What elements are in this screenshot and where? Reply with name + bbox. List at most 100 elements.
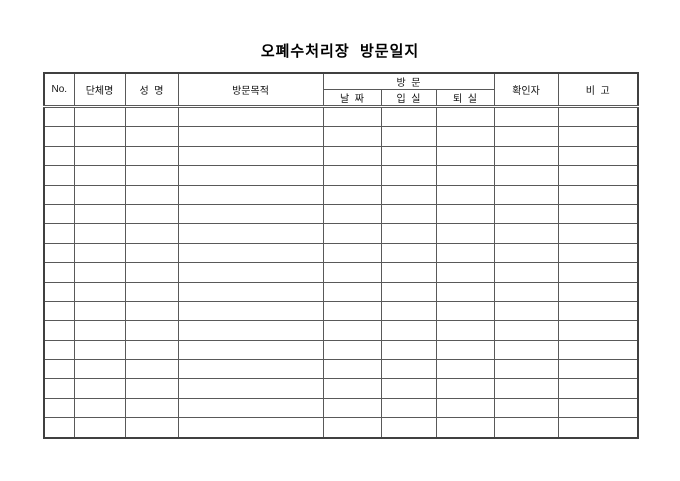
empty-cell (493, 339, 559, 361)
empty-cell (177, 126, 324, 147)
visit-log-table: No. 단체명 성 명 방문목적 방 문 확인자 비 고 날 짜 입 실 퇴 실 (43, 72, 640, 439)
empty-cell (43, 339, 75, 361)
empty-cell (493, 126, 559, 147)
empty-cell (493, 359, 559, 380)
empty-cell (73, 126, 126, 147)
empty-cell (177, 320, 324, 341)
empty-cell (43, 359, 75, 380)
empty-cell (177, 262, 324, 283)
empty-cell (380, 417, 437, 439)
empty-cell (380, 223, 437, 244)
empty-cell (557, 281, 639, 302)
empty-cell (493, 242, 559, 264)
empty-cell (322, 242, 382, 264)
empty-cell (177, 105, 324, 128)
empty-cell (380, 339, 437, 361)
empty-cell (177, 184, 324, 205)
table-row (43, 165, 639, 186)
header-row-main: No. 단체명 성 명 방문목적 방 문 확인자 비 고 (43, 72, 639, 108)
empty-cell (380, 300, 437, 322)
empty-cell (435, 320, 495, 341)
table-header: No. 단체명 성 명 방문목적 방 문 확인자 비 고 날 짜 입 실 퇴 실 (43, 72, 639, 108)
empty-cell (73, 320, 126, 341)
empty-cell (557, 378, 639, 399)
empty-cell (124, 262, 179, 283)
empty-cell (322, 165, 382, 186)
empty-cell (73, 339, 126, 361)
empty-cell (380, 184, 437, 205)
empty-cell (177, 300, 324, 322)
empty-cell (380, 359, 437, 380)
col-header-name: 성 명 (124, 72, 179, 108)
empty-cell (435, 397, 495, 419)
empty-cell (557, 165, 639, 186)
empty-cell (493, 145, 559, 167)
empty-cell (322, 378, 382, 399)
empty-cell (43, 242, 75, 264)
table-row (43, 281, 639, 302)
empty-cell (322, 281, 382, 302)
empty-cell (493, 262, 559, 283)
empty-cell (73, 300, 126, 322)
empty-cell (73, 165, 126, 186)
empty-cell (557, 320, 639, 341)
empty-cell (435, 105, 495, 128)
table-row (43, 339, 639, 361)
empty-cell (435, 262, 495, 283)
empty-cell (177, 203, 324, 225)
empty-cell (557, 359, 639, 380)
empty-cell (322, 203, 382, 225)
empty-cell (435, 417, 495, 439)
empty-cell (557, 242, 639, 264)
empty-cell (124, 417, 179, 439)
empty-cell (43, 378, 75, 399)
table-row (43, 359, 639, 380)
empty-cell (177, 378, 324, 399)
empty-cell (177, 417, 324, 439)
empty-cell (124, 300, 179, 322)
empty-cell (124, 320, 179, 341)
table-body (43, 105, 639, 439)
empty-cell (73, 378, 126, 399)
col-header-date: 날 짜 (322, 89, 382, 108)
empty-cell (73, 359, 126, 380)
empty-cell (124, 339, 179, 361)
empty-cell (322, 397, 382, 419)
header-row-visit-sub: 날 짜 입 실 퇴 실 (44, 89, 638, 108)
col-header-time-out: 퇴 실 (435, 89, 495, 108)
empty-cell (493, 223, 559, 244)
empty-cell (322, 262, 382, 283)
empty-cell (73, 262, 126, 283)
empty-cell (322, 145, 382, 167)
empty-cell (43, 126, 75, 147)
empty-cell (380, 165, 437, 186)
empty-cell (73, 242, 126, 264)
empty-cell (557, 184, 639, 205)
empty-cell (493, 165, 559, 186)
empty-cell (73, 203, 126, 225)
empty-cell (177, 242, 324, 264)
col-header-verifier: 확인자 (493, 72, 559, 108)
empty-cell (557, 417, 639, 439)
table-row (43, 105, 639, 128)
empty-cell (322, 339, 382, 361)
col-header-purpose: 방문목적 (177, 72, 324, 108)
empty-cell (43, 262, 75, 283)
empty-cell (124, 223, 179, 244)
empty-cell (43, 300, 75, 322)
empty-cell (177, 165, 324, 186)
empty-cell (43, 145, 75, 167)
empty-cell (380, 397, 437, 419)
empty-cell (435, 300, 495, 322)
empty-cell (322, 359, 382, 380)
empty-cell (435, 339, 495, 361)
empty-cell (380, 203, 437, 225)
table-row (43, 242, 639, 264)
table-row (43, 126, 639, 147)
empty-cell (73, 145, 126, 167)
empty-cell (557, 262, 639, 283)
empty-cell (43, 203, 75, 225)
empty-cell (493, 378, 559, 399)
empty-cell (73, 105, 126, 128)
empty-cell (177, 223, 324, 244)
